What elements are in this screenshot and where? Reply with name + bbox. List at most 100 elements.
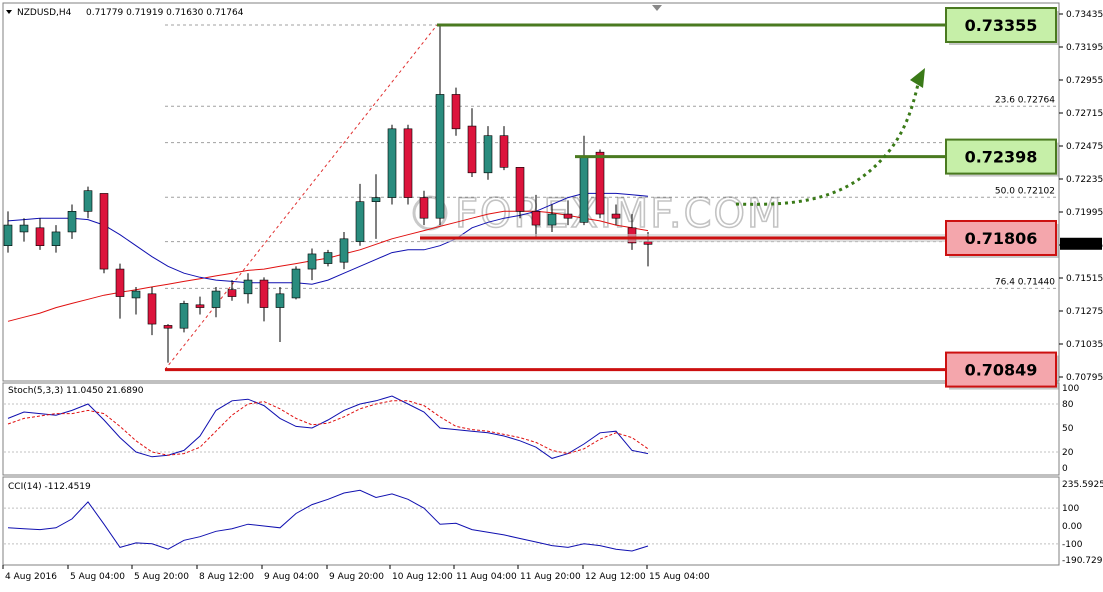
candle — [339, 231, 349, 270]
candle-body — [611, 213, 621, 219]
level-box — [945, 351, 1057, 388]
candle — [51, 225, 61, 253]
level-box — [945, 219, 1057, 256]
candle — [323, 249, 333, 267]
main-panel-frame — [2, 2, 1060, 382]
cci-tick-label: 100 — [1062, 504, 1079, 514]
candle-body — [467, 125, 477, 174]
time-tick-label: 11 Aug 20:00 — [520, 572, 581, 582]
stoch-label: Stoch(5,3,3) 11.0450 21.6890 — [8, 386, 144, 396]
header-symbol: NZDUSD,H4 — [17, 8, 72, 18]
time-tick-label: 11 Aug 04:00 — [456, 572, 517, 582]
candle-body — [579, 156, 589, 223]
price-tick-label: 0.71035 — [1066, 340, 1103, 350]
candle — [259, 277, 269, 322]
level-box — [945, 138, 1057, 175]
fib-level-label: 23.6 0.72764 — [995, 95, 1055, 105]
level-box-label: 0.73355 — [965, 16, 1038, 35]
candle — [131, 286, 141, 315]
price-tick-label: 0.73435 — [1066, 10, 1103, 20]
chart-shift-marker-icon[interactable] — [652, 5, 662, 11]
candle — [435, 24, 445, 226]
stoch-tick-label: 20 — [1062, 448, 1074, 458]
price-tick-label: 0.72955 — [1066, 76, 1103, 86]
level-box-resistance: 0.73355 — [945, 7, 1059, 45]
candle — [99, 193, 109, 274]
fib-trend-line — [164, 24, 438, 370]
candle — [211, 286, 221, 318]
candle — [291, 266, 301, 300]
candle-body — [499, 135, 509, 168]
time-tick-label: 5 Aug 04:00 — [70, 572, 125, 582]
candle — [483, 126, 493, 180]
candle-body — [195, 304, 205, 308]
cci-panel-frame — [2, 476, 1060, 566]
fib-level-label: 76.4 0.71440 — [995, 277, 1055, 287]
candle — [195, 296, 205, 315]
candle — [227, 280, 237, 301]
cci-tick-label: -190.7293 — [1062, 556, 1103, 566]
candle — [611, 204, 621, 226]
cci-line — [7, 489, 649, 552]
candle-body — [371, 197, 381, 202]
candle — [275, 286, 285, 342]
time-tick-label: 15 Aug 04:00 — [649, 572, 710, 582]
candle-body — [67, 211, 77, 233]
candle-body — [259, 279, 269, 308]
price-tick-label: 0.73195 — [1066, 43, 1103, 53]
time-tick-label: 10 Aug 12:00 — [392, 572, 453, 582]
candle — [467, 108, 477, 177]
candle — [387, 124, 397, 205]
candle — [371, 174, 381, 239]
candle — [179, 300, 189, 333]
header-ohlc: 0.71779 0.71919 0.71630 0.71764 — [86, 8, 244, 18]
candle — [403, 124, 413, 205]
cci-tick-label: 235.5925 — [1062, 480, 1103, 490]
price-tick-label: 0.71995 — [1066, 208, 1103, 218]
candle — [547, 204, 557, 232]
candle — [19, 218, 29, 242]
candle-body — [99, 193, 109, 270]
candle — [419, 190, 429, 226]
candle-body — [131, 290, 141, 299]
candle-body — [275, 293, 285, 308]
candle — [243, 273, 253, 304]
current-price-label: 0.71764 — [1062, 240, 1099, 250]
fib-level-label: 50.0 0.72102 — [995, 186, 1055, 196]
price-tick-label: 0.71515 — [1066, 274, 1103, 284]
time-tick-label: 8 Aug 12:00 — [199, 572, 254, 582]
price-tick-label: 0.72475 — [1066, 142, 1103, 152]
axes: 0.73435 0.73195 0.72955 0.72715 0.72475 0.722… — [2, 10, 1103, 582]
candle — [307, 248, 317, 281]
candle-body — [515, 167, 525, 212]
candle-body — [179, 303, 189, 329]
current-price-tag — [1060, 237, 1102, 250]
indicators — [7, 395, 649, 552]
candle — [451, 87, 461, 136]
candle-body — [83, 190, 93, 212]
level-lines: 0.73355 0.72398 0.71806 0.70849 — [165, 7, 1059, 390]
candle — [35, 218, 45, 250]
stoch-tick-label: 0 — [1062, 464, 1068, 474]
time-tick-label: 4 Aug 2016 — [5, 572, 57, 582]
cci-tick-label: -100 — [1062, 540, 1083, 550]
price-tick-label: 0.71275 — [1066, 307, 1103, 317]
candle-body — [483, 135, 493, 174]
candle — [115, 263, 125, 319]
time-tick-label: 9 Aug 20:00 — [329, 572, 384, 582]
candle-body — [563, 213, 573, 219]
candle-body — [115, 268, 125, 297]
header-menu-icon[interactable] — [6, 10, 12, 14]
level-box-label: 0.72398 — [965, 148, 1038, 167]
price-tick-label: 0.72235 — [1066, 175, 1103, 185]
candle — [515, 167, 525, 219]
stoch-tick-label: 50 — [1062, 424, 1074, 434]
candle-body — [387, 128, 397, 198]
cci-tick-label: 0.00 — [1062, 522, 1082, 532]
candle — [3, 211, 13, 253]
cci-label: CCI(14) -112.4519 — [8, 482, 91, 492]
candle — [531, 194, 541, 239]
candle-body — [211, 290, 221, 308]
candle-body — [307, 253, 317, 270]
candle — [83, 186, 93, 219]
